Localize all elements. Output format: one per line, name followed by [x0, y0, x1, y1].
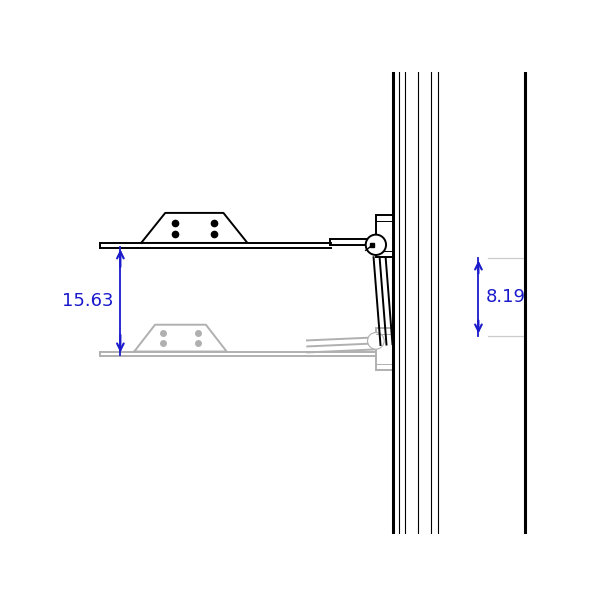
Circle shape — [368, 332, 384, 349]
Text: 8.19: 8.19 — [485, 288, 526, 306]
Polygon shape — [141, 213, 247, 243]
Circle shape — [366, 235, 386, 255]
Bar — [376, 328, 393, 370]
Text: 15.63: 15.63 — [62, 292, 113, 310]
Polygon shape — [134, 325, 227, 352]
Bar — [376, 215, 393, 257]
